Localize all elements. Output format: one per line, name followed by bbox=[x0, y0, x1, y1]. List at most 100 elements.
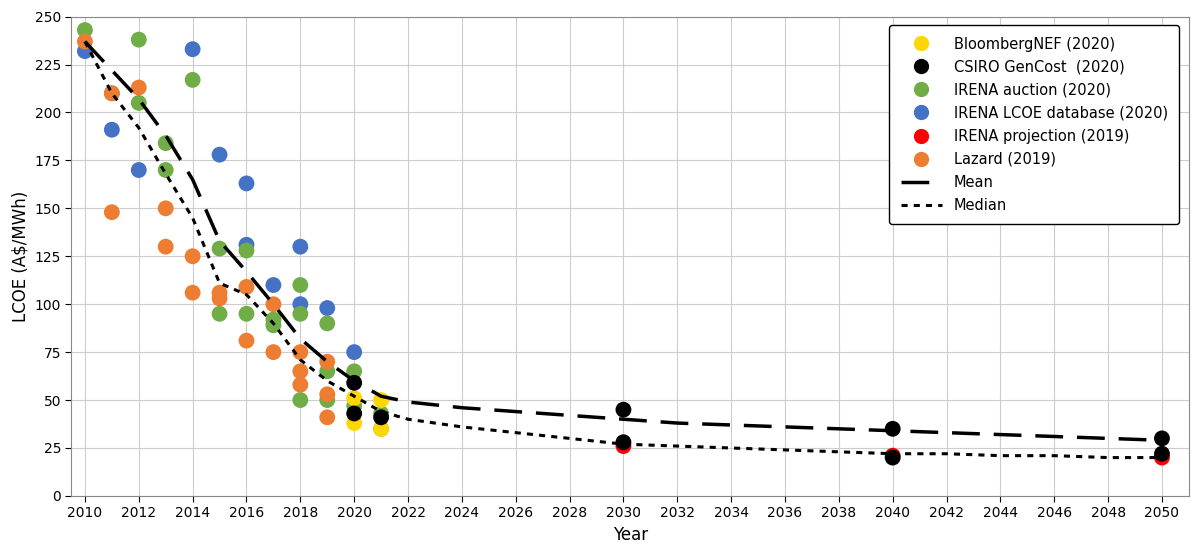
Mean bbox=[239, 268, 253, 275]
Point bbox=[344, 409, 364, 418]
Point bbox=[210, 244, 229, 253]
Median bbox=[1154, 454, 1169, 461]
Point bbox=[372, 409, 391, 418]
Median bbox=[1048, 452, 1062, 459]
Point bbox=[290, 396, 310, 405]
Point bbox=[184, 252, 203, 261]
Point bbox=[290, 281, 310, 290]
Point bbox=[156, 204, 175, 213]
Point bbox=[264, 315, 283, 324]
Median bbox=[132, 124, 146, 131]
Mean bbox=[104, 67, 119, 74]
Mean bbox=[266, 301, 281, 307]
Mean bbox=[670, 420, 684, 426]
Median bbox=[104, 90, 119, 97]
Mean bbox=[886, 427, 900, 434]
Point bbox=[210, 150, 229, 159]
Median bbox=[778, 447, 792, 453]
Point bbox=[344, 418, 364, 427]
Mean bbox=[1100, 435, 1115, 442]
Mean bbox=[832, 426, 846, 432]
Point bbox=[102, 89, 121, 98]
Median bbox=[724, 445, 738, 451]
Point bbox=[344, 367, 364, 376]
Point bbox=[264, 300, 283, 309]
Point bbox=[264, 281, 283, 290]
Point bbox=[344, 401, 364, 410]
Point bbox=[344, 379, 364, 387]
Median bbox=[886, 451, 900, 457]
Point bbox=[236, 179, 256, 188]
Point bbox=[372, 425, 391, 433]
Mean bbox=[401, 398, 415, 405]
Point bbox=[184, 75, 203, 84]
Point bbox=[264, 347, 283, 356]
Point bbox=[130, 165, 149, 174]
Median bbox=[374, 408, 389, 415]
Median bbox=[670, 443, 684, 450]
Mean bbox=[455, 405, 469, 411]
Point bbox=[290, 300, 310, 309]
Mean bbox=[778, 423, 792, 430]
Point bbox=[102, 89, 121, 98]
Point bbox=[318, 396, 337, 405]
Point bbox=[184, 45, 203, 54]
Point bbox=[130, 35, 149, 44]
Mean bbox=[1154, 437, 1169, 443]
Point bbox=[102, 208, 121, 216]
Mean bbox=[374, 393, 389, 400]
Point bbox=[883, 451, 902, 460]
Median bbox=[78, 38, 92, 45]
Median bbox=[212, 280, 227, 286]
Point bbox=[883, 453, 902, 462]
Mean bbox=[158, 132, 173, 139]
Point bbox=[318, 390, 337, 398]
Point bbox=[318, 367, 337, 376]
Median bbox=[563, 435, 577, 442]
Point bbox=[372, 396, 391, 405]
Point bbox=[156, 242, 175, 251]
Mean bbox=[212, 238, 227, 244]
Line: Median: Median bbox=[85, 42, 1162, 457]
Median bbox=[509, 430, 523, 436]
Median bbox=[347, 393, 361, 400]
Median bbox=[455, 423, 469, 430]
Point bbox=[1152, 453, 1171, 462]
Point bbox=[236, 309, 256, 318]
Mean bbox=[78, 38, 92, 45]
Median bbox=[186, 215, 200, 221]
Point bbox=[290, 309, 310, 318]
Point bbox=[614, 438, 634, 447]
Point bbox=[318, 413, 337, 422]
Median bbox=[320, 377, 335, 384]
Median bbox=[832, 448, 846, 455]
Point bbox=[76, 47, 95, 56]
Mean bbox=[617, 416, 631, 422]
Y-axis label: LCOE (A$/MWh): LCOE (A$/MWh) bbox=[11, 190, 29, 322]
Point bbox=[1152, 450, 1171, 458]
Median bbox=[158, 170, 173, 177]
Point bbox=[883, 425, 902, 433]
Point bbox=[102, 125, 121, 134]
Mean bbox=[994, 431, 1008, 438]
Mean bbox=[724, 422, 738, 428]
Point bbox=[318, 319, 337, 328]
Point bbox=[76, 26, 95, 34]
Point bbox=[1152, 434, 1171, 443]
Point bbox=[236, 282, 256, 291]
Point bbox=[614, 442, 634, 451]
Mean bbox=[186, 176, 200, 183]
Median bbox=[266, 320, 281, 327]
Point bbox=[236, 246, 256, 255]
Mean bbox=[940, 430, 954, 436]
Point bbox=[210, 309, 229, 318]
Mean bbox=[293, 335, 307, 342]
Point bbox=[344, 393, 364, 402]
Point bbox=[184, 288, 203, 297]
Median bbox=[1100, 454, 1115, 461]
X-axis label: Year: Year bbox=[613, 526, 648, 544]
Point bbox=[210, 294, 229, 303]
Point bbox=[236, 240, 256, 249]
Point bbox=[372, 425, 391, 433]
Point bbox=[76, 37, 95, 46]
